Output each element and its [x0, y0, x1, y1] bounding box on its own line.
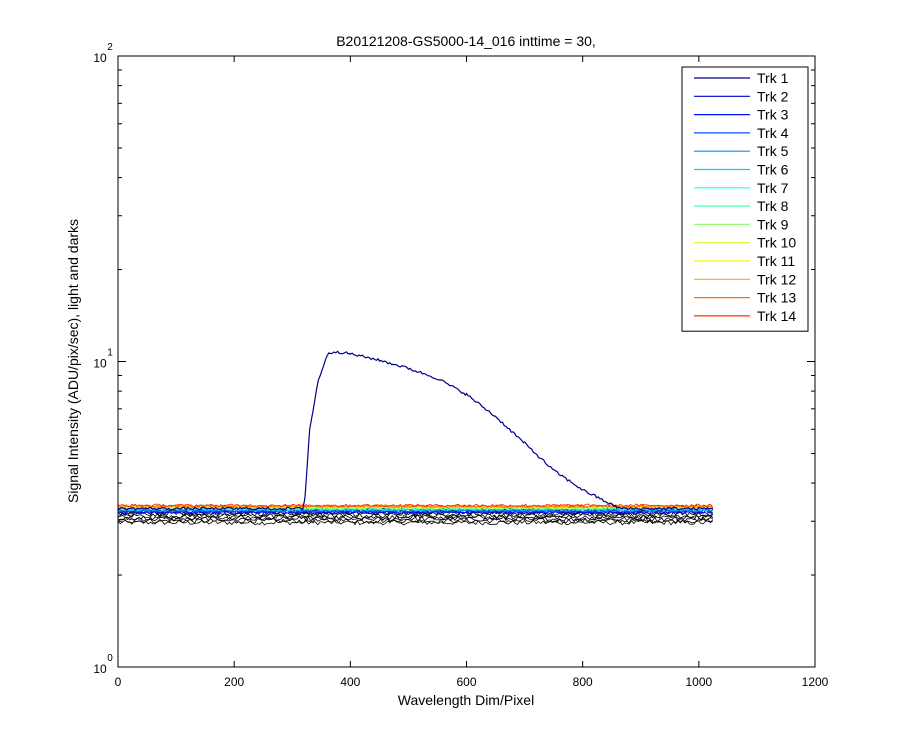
- x-tick-label: 0: [115, 675, 122, 689]
- x-tick-label: 600: [456, 675, 476, 689]
- legend: Trk 1 Trk 2 Trk 3 Trk 4 Trk 5 Trk 6 Trk 7 Trk 8…: [681, 66, 809, 332]
- x-tick-label: 400: [340, 675, 360, 689]
- legend-label: Trk 13: [757, 290, 796, 306]
- legend-label: Trk 1: [757, 70, 789, 86]
- legend-label: Trk 14: [757, 308, 796, 324]
- y-tick-label-exponent: 1: [107, 348, 113, 359]
- series-line: [117, 509, 713, 513]
- legend-box: [681, 66, 809, 332]
- series-line: [117, 504, 713, 509]
- legend-label: Trk 3: [757, 107, 789, 123]
- y-tick-label-exponent: 0: [107, 653, 113, 664]
- legend-label: Trk 11: [757, 253, 795, 269]
- x-ticks: 0 200 400 600 800 1000 1200: [115, 56, 829, 689]
- legend-label: Trk 7: [757, 180, 789, 196]
- dark-trace: [117, 519, 713, 526]
- x-axis-label: Wavelength Dim/Pixel: [398, 692, 534, 708]
- series-line: [117, 350, 714, 511]
- legend-label: Trk 10: [757, 235, 796, 251]
- x-tick-label: 1000: [685, 675, 712, 689]
- x-tick-label: 800: [573, 675, 593, 689]
- series-line: [117, 508, 713, 513]
- series-layer: [117, 350, 714, 515]
- dark-trace: [117, 512, 714, 519]
- x-tick-label: 200: [224, 675, 244, 689]
- legend-label: Trk 2: [757, 88, 789, 104]
- y-tick-label-base: 10: [93, 357, 107, 371]
- y-axis-label: Signal Intensity (ADU/pix/sec), light an…: [65, 219, 81, 503]
- x-tick-label: 1200: [802, 675, 829, 689]
- series-line: [117, 503, 713, 508]
- dark-trace: [117, 510, 714, 517]
- legend-label: Trk 8: [757, 198, 789, 214]
- legend-label: Trk 12: [757, 271, 796, 287]
- chart-title: B20121208-GS5000-14_016 inttime = 30,: [336, 33, 596, 49]
- y-tick-label-base: 10: [93, 662, 107, 676]
- y-tick-label-exponent: 2: [107, 42, 113, 53]
- y-tick-label-base: 10: [93, 51, 107, 65]
- legend-label: Trk 4: [757, 125, 789, 141]
- legend-label: Trk 6: [757, 162, 789, 178]
- legend-label: Trk 9: [757, 216, 789, 232]
- legend-label: Trk 5: [757, 143, 789, 159]
